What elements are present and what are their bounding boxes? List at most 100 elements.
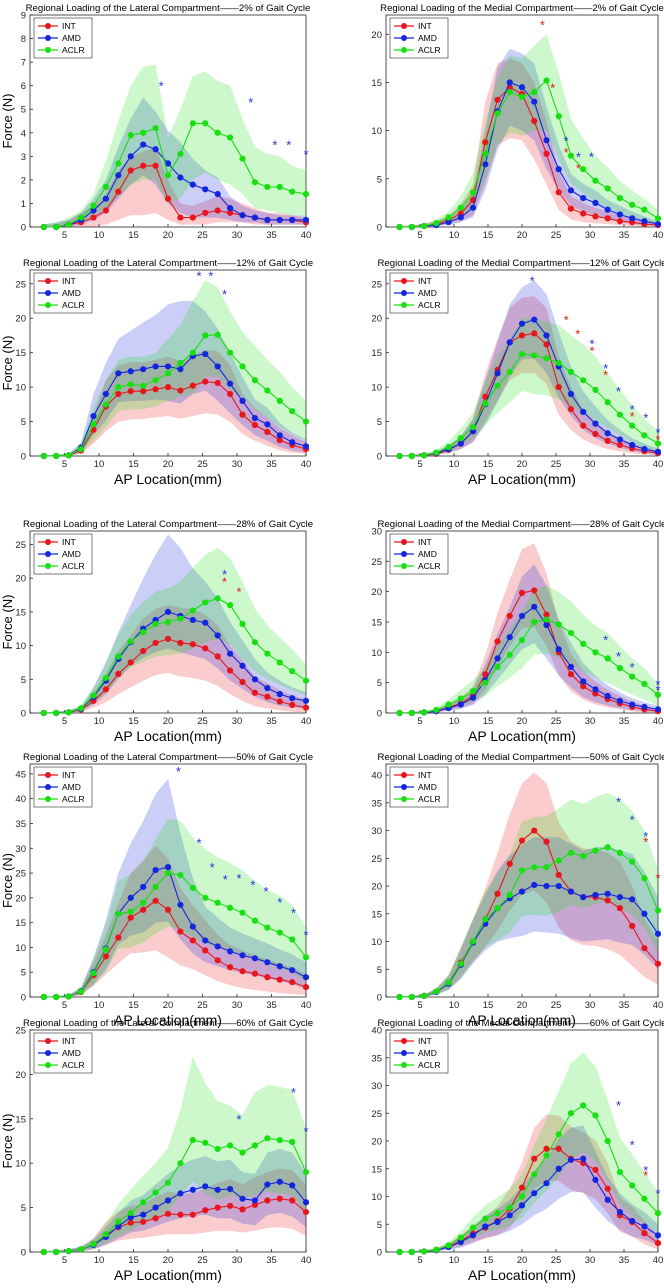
y-tick-label: 0: [377, 223, 382, 234]
x-tick-label: 10: [94, 716, 105, 727]
data-point-aclr: [469, 1224, 477, 1231]
data-point-int: [189, 382, 196, 389]
data-point-amd: [531, 603, 538, 610]
data-point-int: [276, 1195, 283, 1202]
data-point-aclr: [140, 129, 147, 136]
data-point-amd: [580, 194, 587, 202]
data-point-aclr: [289, 1138, 296, 1145]
band-amd: [399, 48, 658, 228]
x-axis-label: AP Location(mm): [114, 728, 222, 744]
band-aclr: [43, 64, 307, 227]
data-point-int: [140, 388, 147, 395]
data-point-aclr: [506, 368, 513, 376]
data-point-amd: [469, 694, 477, 701]
data-point-aclr: [531, 1171, 538, 1178]
y-tick-label: 10: [15, 383, 26, 394]
data-point-aclr: [251, 179, 259, 186]
data-point-aclr: [629, 201, 636, 208]
data-point-int: [531, 587, 538, 594]
significance-star: *: [643, 1168, 648, 1183]
data-point-aclr: [457, 434, 464, 442]
data-point-amd: [567, 390, 575, 398]
data-point-int: [102, 207, 109, 214]
legend-label-amd: AMD: [418, 782, 437, 792]
chart-title: Regional Loading of the Lateral Compartm…: [23, 519, 313, 530]
data-point-amd: [518, 1202, 526, 1209]
legend-label-int: INT: [62, 1036, 76, 1046]
data-point-amd: [102, 390, 109, 398]
x-tick-label: 15: [128, 230, 139, 241]
data-point-amd: [592, 420, 599, 427]
data-point-aclr: [77, 446, 85, 453]
x-tick-label: 15: [483, 716, 494, 727]
data-point-int: [251, 689, 259, 696]
panel-4: Regional Loading of the Medial Compartme…: [371, 258, 664, 487]
data-point-aclr: [518, 350, 526, 358]
data-point-aclr: [543, 355, 550, 362]
y-tick-label: 10: [371, 383, 382, 394]
y-tick-label: 8: [21, 34, 26, 45]
data-point-amd: [567, 1156, 575, 1163]
data-point-amd: [239, 952, 246, 959]
data-point-amd: [289, 695, 296, 702]
data-point-amd: [629, 1217, 636, 1225]
data-point-aclr: [604, 185, 611, 192]
significance-star: *: [286, 138, 291, 153]
significance-star: *: [575, 326, 580, 341]
data-point-amd: [164, 363, 172, 370]
legend-marker-aclr: [45, 796, 51, 802]
data-point-amd: [654, 706, 662, 713]
significance-star: *: [176, 764, 181, 779]
x-tick-label: 25: [197, 1255, 208, 1266]
legend-marker-aclr: [401, 1062, 407, 1068]
significance-star: *: [630, 409, 635, 424]
data-point-aclr: [604, 399, 611, 406]
data-point-amd: [641, 446, 648, 453]
legend-marker-amd: [45, 784, 51, 790]
data-point-aclr: [396, 1248, 403, 1256]
data-point-aclr: [251, 917, 259, 924]
data-point-int: [543, 611, 550, 618]
significance-star: *: [630, 812, 635, 827]
series-line-aclr: [43, 1137, 307, 1253]
x-tick-label: 5: [417, 1000, 422, 1011]
data-point-int: [214, 1204, 221, 1211]
data-point-int: [494, 96, 501, 103]
data-point-aclr: [115, 160, 122, 167]
legend-marker-aclr: [45, 1062, 51, 1068]
chart-title: Regional Loading of the Medial Compartme…: [380, 3, 664, 14]
data-point-amd: [127, 368, 134, 375]
legend-marker-aclr: [401, 796, 407, 802]
data-point-aclr: [214, 1145, 221, 1153]
y-tick-label: 5: [377, 1220, 382, 1231]
x-tick-label: 10: [94, 459, 105, 470]
significance-star: *: [248, 95, 253, 110]
y-tick-label: 10: [371, 126, 382, 137]
legend-marker-int: [45, 539, 51, 545]
panel-10: Regional Loading of the Medial Compartme…: [371, 1018, 664, 1283]
y-tick-label: 15: [15, 348, 26, 359]
data-point-aclr: [164, 869, 172, 877]
data-point-aclr: [580, 852, 587, 860]
y-tick-label: 15: [371, 78, 382, 89]
y-tick-label: 20: [15, 893, 26, 904]
data-point-aclr: [102, 946, 109, 953]
x-tick-label: 40: [301, 459, 312, 470]
significance-star: *: [603, 633, 608, 648]
data-point-aclr: [433, 988, 440, 995]
data-point-int: [494, 890, 501, 897]
data-point-aclr: [531, 352, 538, 359]
x-tick-label: 5: [62, 1000, 67, 1011]
data-point-aclr: [506, 651, 513, 658]
x-tick-label: 30: [232, 716, 243, 727]
legend-marker-aclr: [45, 563, 51, 569]
data-point-int: [227, 1202, 234, 1209]
data-point-amd: [214, 190, 221, 198]
significance-star: *: [655, 682, 660, 697]
legend-marker-int: [401, 772, 407, 778]
x-tick-label: 25: [551, 1255, 562, 1266]
data-point-aclr: [302, 954, 310, 961]
series-line-aclr: [399, 846, 659, 998]
data-point-aclr: [177, 150, 184, 158]
y-tick-label: 30: [371, 1081, 382, 1092]
